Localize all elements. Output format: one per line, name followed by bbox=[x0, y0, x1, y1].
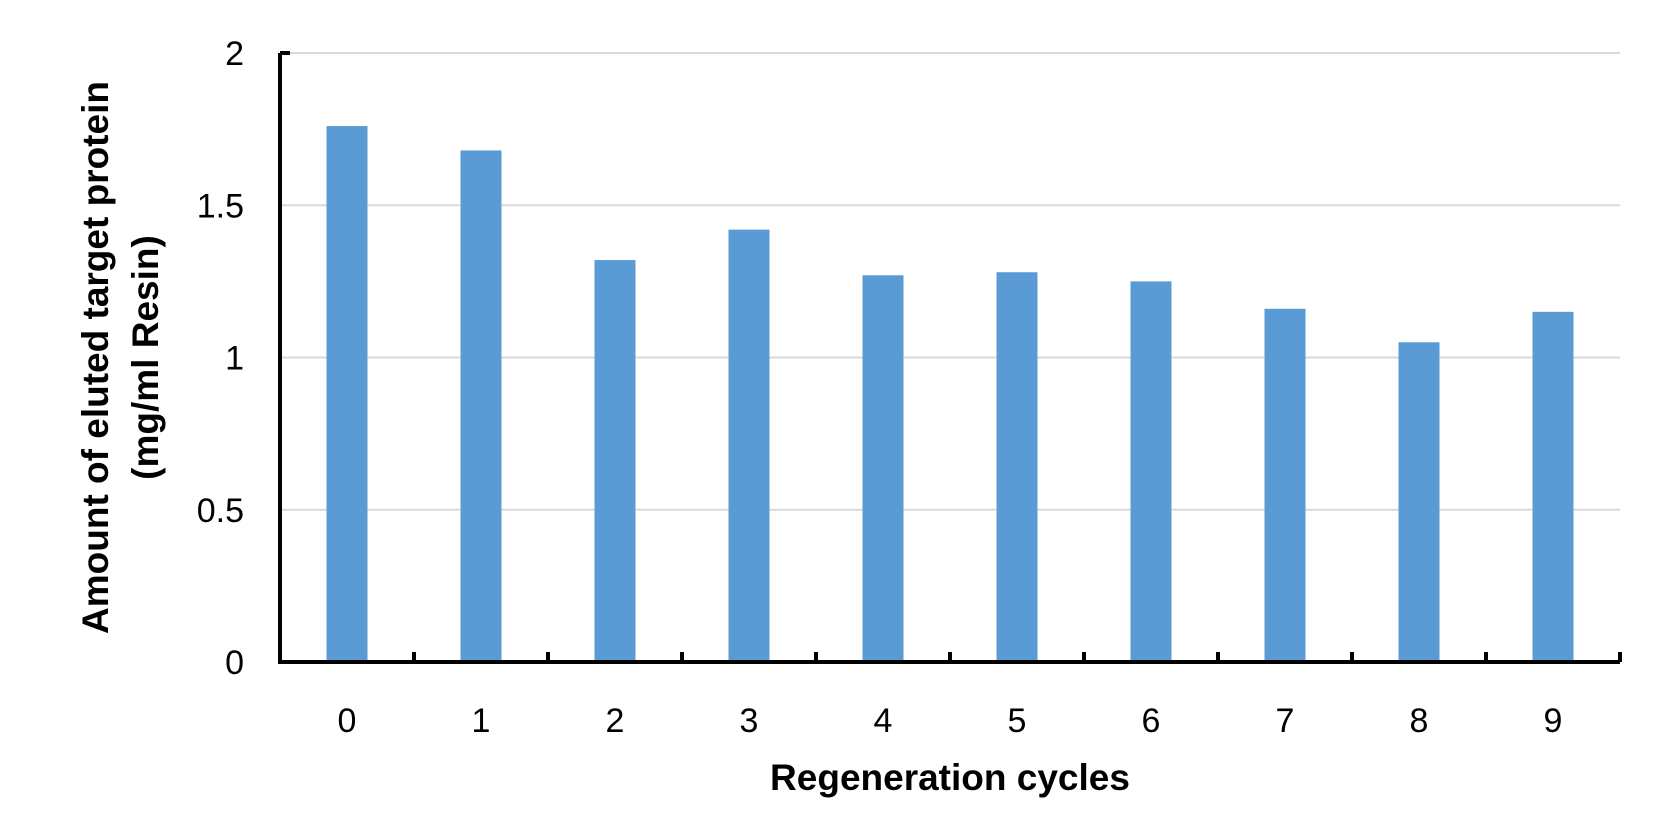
y-tick-label-0: 0 bbox=[225, 644, 244, 682]
x-axis-title: Regeneration cycles bbox=[770, 757, 1130, 798]
x-tick-label-8: 8 bbox=[1410, 702, 1429, 740]
bar-2 bbox=[594, 260, 636, 662]
y-tick-labels: 0 0.5 1 1.5 2 bbox=[197, 35, 244, 682]
bar-4 bbox=[862, 275, 904, 662]
y-tick-label-2: 1 bbox=[225, 340, 244, 378]
y-axis-title: Amount of eluted target protein (mg/ml R… bbox=[75, 81, 166, 634]
x-tick-label-2: 2 bbox=[606, 702, 625, 740]
x-tick-label-4: 4 bbox=[874, 702, 893, 740]
x-tick-label-6: 6 bbox=[1142, 702, 1161, 740]
x-tick-label-5: 5 bbox=[1008, 702, 1027, 740]
y-tick-label-4: 2 bbox=[225, 35, 244, 73]
bar-7 bbox=[1264, 308, 1306, 662]
y-axis-title-line-2: (mg/ml Resin) bbox=[125, 235, 166, 480]
x-tick-label-7: 7 bbox=[1276, 702, 1295, 740]
bar-9 bbox=[1532, 311, 1574, 662]
bar-0 bbox=[326, 126, 368, 662]
axes bbox=[278, 51, 1622, 664]
bar-3 bbox=[728, 229, 770, 663]
gridlines bbox=[280, 52, 1620, 511]
x-tick-label-1: 1 bbox=[472, 702, 491, 740]
x-tick-labels: 0 1 2 3 4 5 6 7 8 9 bbox=[338, 702, 1563, 740]
x-tick-label-9: 9 bbox=[1544, 702, 1563, 740]
bar-5 bbox=[996, 272, 1038, 662]
bar-1 bbox=[460, 150, 502, 662]
x-tick-label-3: 3 bbox=[740, 702, 759, 740]
y-axis-title-line-1: Amount of eluted target protein bbox=[75, 81, 116, 634]
x-tick-label-0: 0 bbox=[338, 702, 357, 740]
y-tick-label-1: 0.5 bbox=[197, 492, 244, 530]
bar-8 bbox=[1398, 342, 1440, 662]
bars bbox=[326, 126, 1574, 663]
bar-6 bbox=[1130, 281, 1172, 662]
y-tick-label-3: 1.5 bbox=[197, 187, 244, 225]
